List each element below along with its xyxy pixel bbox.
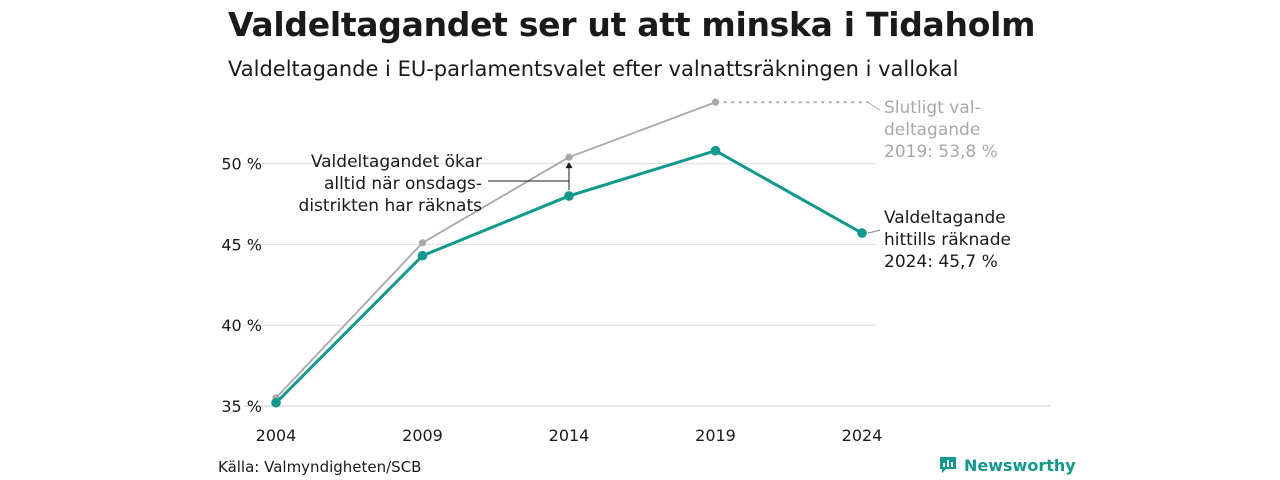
wednesday-districts-annotation: distrikten har räknats bbox=[299, 196, 483, 216]
counted-turnout-annotation: Valdeltagande bbox=[884, 208, 1006, 228]
chart-title: Valdeltagandet ser ut att minska i Tidah… bbox=[228, 5, 1036, 44]
counted-turnout-point bbox=[857, 228, 867, 238]
x-tick-label: 2024 bbox=[842, 426, 883, 445]
x-tick-label: 2014 bbox=[549, 426, 590, 445]
counted-turnout-annotation: hittills räknade bbox=[884, 230, 1011, 250]
brand-name: Newsworthy bbox=[964, 455, 1076, 475]
final-turnout-point bbox=[711, 98, 720, 106]
counted-turnout-point bbox=[417, 250, 428, 261]
source-note: Källa: Valmyndigheten/SCB bbox=[218, 458, 422, 476]
newsworthy-logo-icon bbox=[940, 457, 956, 473]
final-turnout-point bbox=[565, 153, 573, 161]
annotation-arrow-head bbox=[565, 162, 573, 169]
final-turnout-annotation: 2019: 53,8 % bbox=[884, 142, 998, 162]
x-tick-label: 2009 bbox=[402, 426, 443, 445]
y-tick-label: 45 % bbox=[221, 235, 262, 254]
counted-turnout-point bbox=[710, 145, 721, 156]
x-tick-label: 2004 bbox=[256, 426, 297, 445]
x-tick-label: 2019 bbox=[695, 426, 736, 445]
final-turnout-annotation: deltagande bbox=[884, 120, 980, 140]
brand-logo: Newsworthy bbox=[938, 455, 1076, 475]
final-leader-tick bbox=[867, 101, 881, 111]
counted-leader-line bbox=[867, 229, 881, 234]
y-tick-label: 50 % bbox=[221, 155, 262, 174]
final-turnout-annotation: Slutligt val- bbox=[884, 98, 981, 118]
counted-turnout-point bbox=[564, 191, 574, 201]
y-tick-label: 35 % bbox=[221, 397, 262, 416]
counted-turnout-point bbox=[271, 397, 281, 408]
final-turnout-point bbox=[418, 239, 427, 247]
wednesday-districts-annotation: Valdeltagandet ökar bbox=[311, 152, 482, 172]
y-tick-label: 40 % bbox=[221, 316, 262, 335]
counted-turnout-annotation: 2024: 45,7 % bbox=[884, 252, 998, 272]
final-turnout-line bbox=[275, 101, 716, 399]
chart-subtitle: Valdeltagande i EU-parlamentsvalet efter… bbox=[228, 57, 959, 81]
wednesday-districts-annotation: alltid när onsdags- bbox=[324, 174, 482, 194]
